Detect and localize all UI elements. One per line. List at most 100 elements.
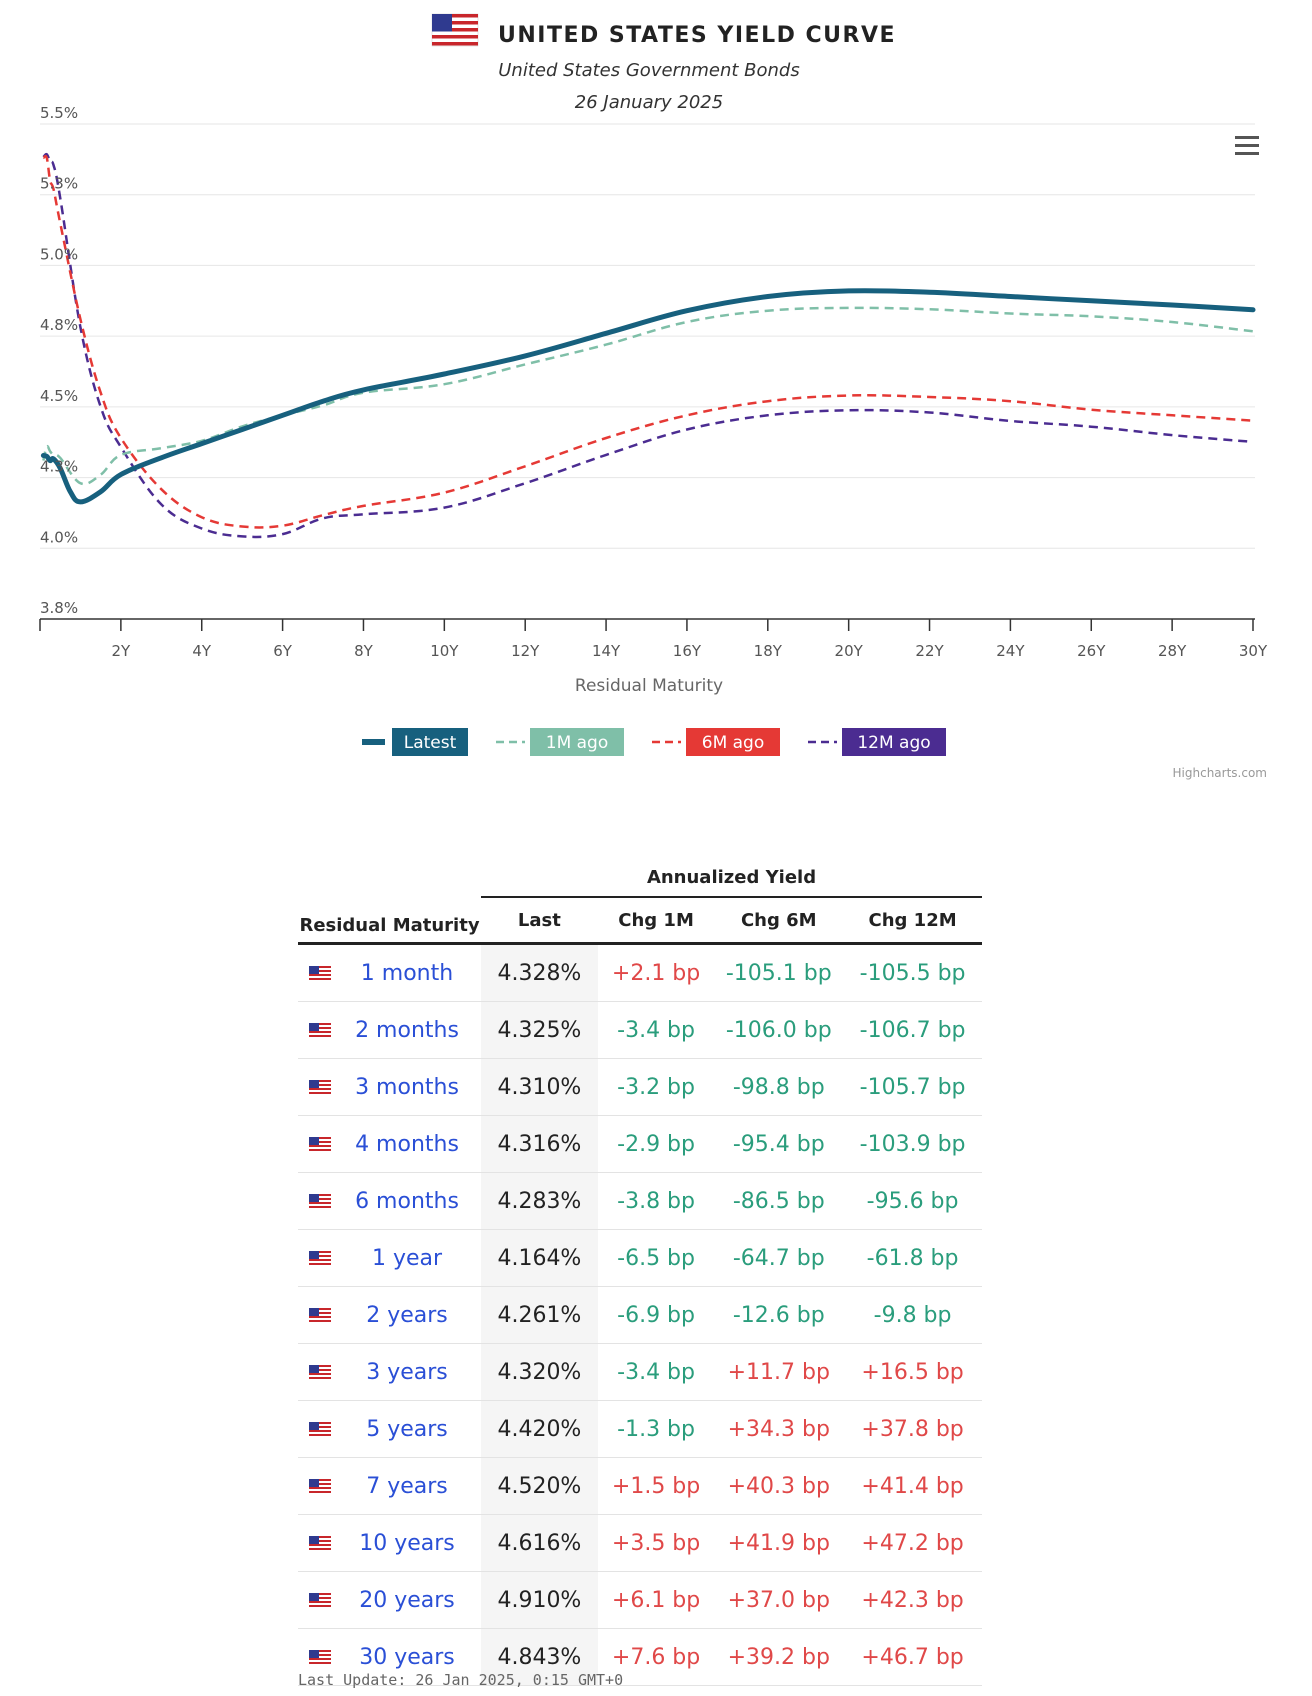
maturity-cell: 4 months [298, 1115, 482, 1173]
maturity-link[interactable]: 10 years [359, 1530, 455, 1556]
chart-subtitle: United States Government Bonds [498, 60, 799, 81]
header-chg-6m: Chg 6M [714, 897, 844, 945]
last-yield-cell: 4.261% [481, 1286, 598, 1344]
us-flag-icon [431, 13, 479, 47]
us-flag-icon [309, 1593, 331, 1608]
chg-6m-cell: +40.3 bp [714, 1457, 844, 1515]
x-tick-label: 16Y [673, 642, 702, 660]
last-yield-cell: 4.420% [481, 1400, 598, 1458]
legend-item-12m-ago[interactable]: 12M ago [808, 728, 946, 756]
chg-12m-cell: -95.6 bp [843, 1172, 982, 1230]
maturity-cell: 7 years [298, 1457, 482, 1515]
maturity-link[interactable]: 3 months [355, 1074, 459, 1100]
chg-12m-cell: -61.8 bp [843, 1229, 982, 1287]
y-tick-label: 5.5% [40, 104, 78, 122]
last-yield-cell: 4.328% [481, 943, 598, 1002]
last-yield-cell: 4.283% [481, 1172, 598, 1230]
header-residual-maturity: Residual Maturity [298, 850, 482, 945]
chg-1m-cell: +3.5 bp [597, 1514, 715, 1572]
x-tick-label: 6Y [273, 642, 293, 660]
maturity-link[interactable]: 6 months [355, 1188, 459, 1214]
y-tick-label: 4.5% [40, 387, 78, 405]
table-row: 3 years 4.320% -3.4 bp +11.7 bp +16.5 bp [298, 1343, 982, 1401]
y-tick-label: 5.0% [40, 245, 78, 263]
chg-1m-cell: -6.5 bp [597, 1229, 715, 1287]
table-row: 4 months 4.316% -2.9 bp -95.4 bp -103.9 bp [298, 1115, 982, 1173]
menu-icon[interactable] [1235, 136, 1259, 155]
y-axis-labels: 3.8% 4.0% 4.3% 4.5% 4.8% 5.0% 5.3% 5.5% [40, 104, 78, 617]
maturity-link[interactable]: 1 month [360, 960, 454, 986]
series-line-1m-ago [42, 306, 1254, 486]
maturity-link[interactable]: 1 year [371, 1245, 443, 1271]
maturity-cell: 1 month [298, 943, 482, 1002]
chg-12m-cell: -106.7 bp [843, 1001, 982, 1059]
chg-6m-cell: +39.2 bp [714, 1628, 844, 1686]
table-row: 3 months 4.310% -3.2 bp -98.8 bp -105.7 bp [298, 1058, 982, 1116]
maturity-link[interactable]: 5 years [366, 1416, 448, 1442]
legend-item-1m-ago[interactable]: 1M ago [496, 728, 624, 756]
table-row: 20 years 4.910% +6.1 bp +37.0 bp +42.3 bp [298, 1571, 982, 1629]
chg-6m-cell: -64.7 bp [714, 1229, 844, 1287]
x-tick-label: 24Y [996, 642, 1025, 660]
y-tick-label: 4.0% [40, 528, 78, 546]
yield-table: Residual Maturity Annualized Yield Last … [298, 850, 982, 1686]
maturity-link[interactable]: 7 years [366, 1473, 448, 1499]
chart-credit[interactable]: Highcharts.com [1173, 766, 1267, 780]
last-yield-cell: 4.320% [481, 1343, 598, 1401]
chg-12m-cell: +42.3 bp [843, 1571, 982, 1629]
maturity-link[interactable]: 3 years [366, 1359, 448, 1385]
y-tick-label: 4.8% [40, 316, 78, 334]
legend-label: 6M ago [702, 733, 765, 753]
table-body: 1 month 4.328% +2.1 bp -105.1 bp -105.5 bp 2 … [298, 943, 982, 1686]
series-line-latest [40, 288, 1256, 505]
y-tick-label: 4.3% [40, 458, 78, 476]
last-yield-cell: 4.310% [481, 1058, 598, 1116]
chg-6m-cell: +11.7 bp [714, 1343, 844, 1401]
chg-6m-cell: -105.1 bp [714, 943, 844, 1002]
legend-label-box [842, 728, 946, 756]
legend-item-latest[interactable]: Latest [362, 728, 468, 756]
x-tick-label: 28Y [1158, 642, 1187, 660]
chg-1m-cell: -2.9 bp [597, 1115, 715, 1173]
us-flag-icon [309, 1536, 331, 1551]
chg-6m-cell: -86.5 bp [714, 1172, 844, 1230]
series-line-6m-ago [42, 154, 1254, 529]
maturity-cell: 10 years [298, 1514, 482, 1572]
x-tick-label: 12Y [511, 642, 540, 660]
table-row: 2 months 4.325% -3.4 bp -106.0 bp -106.7 bp [298, 1001, 982, 1059]
table-row: 5 years 4.420% -1.3 bp +34.3 bp +37.8 bp [298, 1400, 982, 1458]
chg-6m-cell: -12.6 bp [714, 1286, 844, 1344]
last-yield-cell: 4.520% [481, 1457, 598, 1515]
y-tick-label: 5.3% [40, 175, 78, 193]
chart-svg: UNITED STATES YIELD CURVE United States … [39, 13, 1268, 780]
maturity-cell: 2 years [298, 1286, 482, 1344]
x-tick-label: 20Y [835, 642, 864, 660]
maturity-link[interactable]: 2 months [355, 1017, 459, 1043]
maturity-link[interactable]: 2 years [366, 1302, 448, 1328]
table-row: 1 year 4.164% -6.5 bp -64.7 bp -61.8 bp [298, 1229, 982, 1287]
table-row: 7 years 4.520% +1.5 bp +40.3 bp +41.4 bp [298, 1457, 982, 1515]
maturity-cell: 5 years [298, 1400, 482, 1458]
series-lines [40, 152, 1256, 539]
chg-12m-cell: -103.9 bp [843, 1115, 982, 1173]
maturity-link[interactable]: 20 years [359, 1587, 455, 1613]
maturity-link[interactable]: 30 years [359, 1644, 455, 1670]
maturity-link[interactable]: 4 months [355, 1131, 459, 1157]
maturity-cell: 3 years [298, 1343, 482, 1401]
us-flag-icon [309, 1137, 331, 1152]
chg-1m-cell: +6.1 bp [597, 1571, 715, 1629]
us-flag-icon [309, 1365, 331, 1380]
grid-lines [40, 123, 1255, 549]
chart-title: UNITED STATES YIELD CURVE [498, 23, 896, 48]
chg-6m-cell: +41.9 bp [714, 1514, 844, 1572]
chg-1m-cell: -3.4 bp [597, 1001, 715, 1059]
maturity-cell: 20 years [298, 1571, 482, 1629]
chg-12m-cell: +47.2 bp [843, 1514, 982, 1572]
table-row: 1 month 4.328% +2.1 bp -105.1 bp -105.5 bp [298, 943, 982, 1002]
legend-item-6m-ago[interactable]: 6M ago [652, 728, 780, 756]
last-yield-cell: 4.616% [481, 1514, 598, 1572]
chg-12m-cell: -105.5 bp [843, 943, 982, 1002]
x-tick-label: 4Y [192, 642, 212, 660]
x-tick-label: 14Y [592, 642, 621, 660]
legend-label: 1M ago [546, 733, 609, 753]
